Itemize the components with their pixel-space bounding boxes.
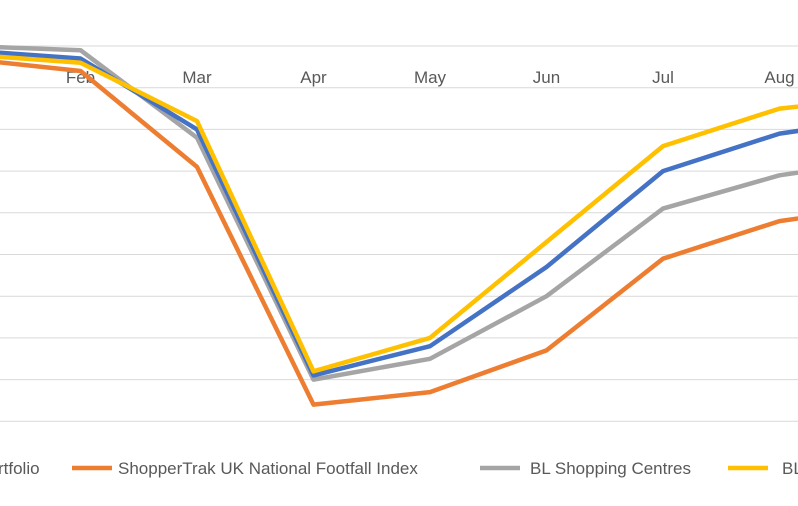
series-line [0,45,798,382]
x-tick-label: Feb [66,68,95,87]
x-tick-label: Mar [182,68,212,87]
x-tick-label: Jul [652,68,674,87]
x-tick-label: May [414,68,447,87]
series-line [0,60,798,407]
legend: rtfolio ShopperTrak UK National Footfall … [0,459,798,478]
legend-label: rtfolio [0,459,40,478]
x-tick-label: Jun [533,68,560,87]
series-line [0,54,798,374]
legend-label: BL Shopping Centres [530,459,691,478]
legend-label: BL [782,459,798,478]
x-tick-label: Apr [300,68,327,87]
legend-label: ShopperTrak UK National Footfall Index [118,459,418,478]
x-axis-tick-labels: Feb Mar Apr May Jun Jul Aug [66,68,795,87]
x-tick-label: Aug [764,68,794,87]
series-lines [0,45,798,407]
